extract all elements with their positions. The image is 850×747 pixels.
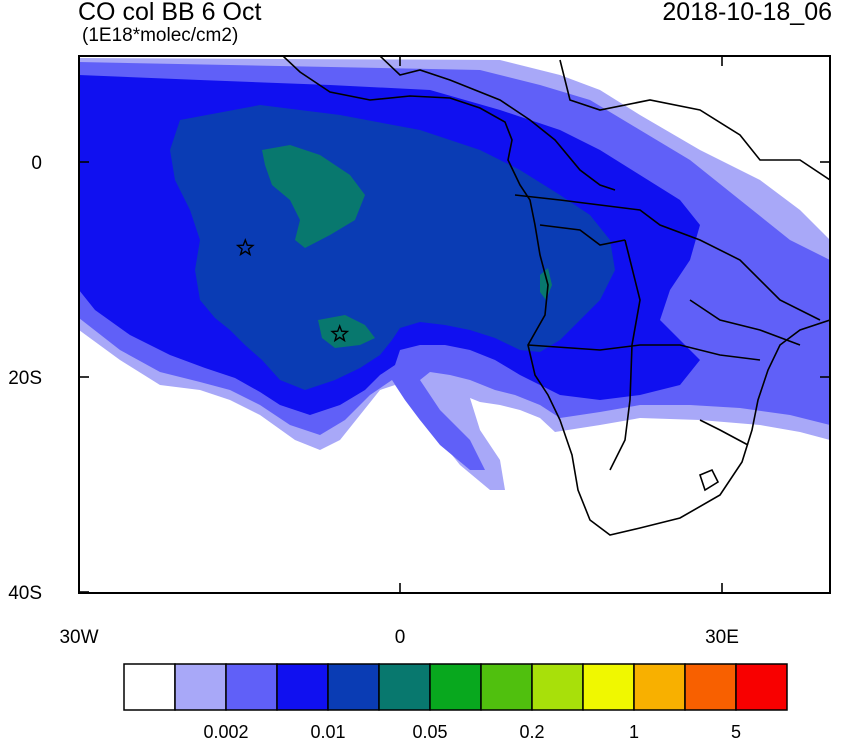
colorbar-label: 5	[731, 722, 741, 742]
colorbar-swatch	[480, 663, 533, 711]
colorbar-label: 0.05	[412, 722, 447, 742]
lat-label-20s: 20S	[8, 368, 42, 389]
colorbar-swatch	[684, 663, 737, 711]
colorbar-swatch	[276, 663, 329, 711]
plume-level-5c	[540, 268, 552, 300]
datetime-label: 2018-10-18_06	[662, 0, 832, 26]
colorbar-swatch	[123, 663, 176, 711]
site-markers	[235, 238, 350, 343]
colorbar-swatch	[429, 663, 482, 711]
colorbar-label: 0.2	[519, 722, 544, 742]
lon-label-30w: 30W	[59, 627, 98, 648]
co-plume-field	[79, 58, 830, 490]
lat-label-40s: 40S	[8, 583, 42, 604]
map-frame	[78, 55, 831, 594]
lon-label-30e: 30E	[705, 627, 739, 648]
lon-label-0: 0	[395, 627, 406, 648]
colorbar-swatch	[735, 663, 788, 711]
units-label: (1E18*molec/cm2)	[82, 25, 239, 46]
star-marker-2	[330, 324, 350, 343]
lat-label-0: 0	[31, 153, 42, 174]
colorbar-swatch	[378, 663, 431, 711]
colorbar: 0.002 0.01 0.05 0.2 1 5	[123, 663, 788, 742]
colorbar-swatch	[531, 663, 584, 711]
plume-level-5a	[262, 145, 365, 248]
coastline	[282, 56, 830, 536]
colorbar-swatch	[327, 663, 380, 711]
colorbar-label: 0.002	[203, 722, 248, 742]
colorbar-label: 0.01	[310, 722, 345, 742]
star-marker-1	[235, 238, 255, 257]
axis-ticks	[78, 56, 830, 593]
map-title: CO col BB 6 Oct	[78, 0, 262, 26]
colorbar-swatch	[225, 663, 278, 711]
colorbar-swatch	[633, 663, 686, 711]
colorbar-swatch	[582, 663, 635, 711]
colorbar-label: 1	[629, 722, 639, 742]
colorbar-swatch	[174, 663, 227, 711]
